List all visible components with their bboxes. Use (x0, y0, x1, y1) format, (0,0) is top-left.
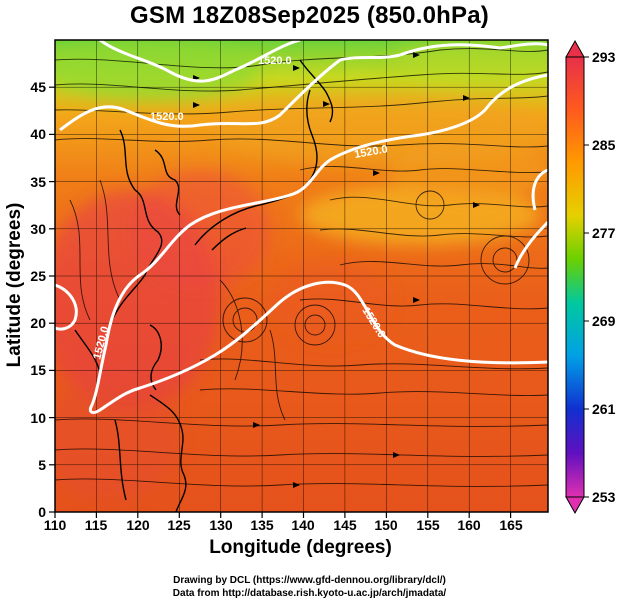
x-tick-label: 125 (167, 517, 191, 533)
credit-line-data: Data from http://database.rish.kyoto-u.a… (172, 588, 447, 599)
grid-lines (55, 40, 548, 512)
contour-label: 1520.0 (150, 111, 184, 123)
colorbar-tick-label: 285 (592, 137, 616, 153)
x-tick-label: 150 (374, 517, 398, 533)
x-tick-label: 120 (126, 517, 150, 533)
x-tick-label: 165 (499, 517, 523, 533)
y-tick-label: 25 (30, 268, 46, 284)
y-tick-label: 30 (30, 221, 46, 237)
colorbar-tick-label: 269 (592, 313, 616, 329)
colorbar-tick-label: 253 (592, 489, 616, 505)
y-tick-label: 0 (38, 504, 46, 520)
credit-line-dcl: Drawing by DCL (https://www.gfd-dennou.o… (173, 575, 446, 586)
x-tick-label: 135 (250, 517, 274, 533)
y-tick-label: 35 (30, 174, 46, 190)
contour-label: 1520.0 (353, 143, 388, 161)
contour-1520 (55, 40, 548, 414)
contour-label: 1520.0 (258, 55, 292, 67)
colorbar-min-arrow (565, 496, 585, 515)
colorbar-tick-label: 261 (592, 401, 616, 417)
colorbar-scale (565, 56, 585, 498)
x-tick-label: 160 (457, 517, 481, 533)
x-tick-label: 115 (84, 517, 108, 533)
x-tick-label: 155 (416, 517, 440, 533)
chart-title: GSM 18Z08Sep2025 (850.0hPa) (130, 2, 489, 29)
colorbar (565, 39, 589, 515)
x-tick-label: 130 (209, 517, 233, 533)
y-tick-label: 15 (30, 362, 46, 378)
temperature-field: 1520.0 1520.0 1520.0 1520.0 1520.0 (55, 40, 548, 512)
x-axis-label: Longitude (degrees) (209, 537, 392, 558)
colorbar-tick-label: 293 (592, 49, 616, 65)
axis-tick-marks (49, 86, 512, 518)
x-tick-label: 140 (291, 517, 315, 533)
x-tick-label: 145 (333, 517, 357, 533)
colorbar-max-arrow (565, 39, 585, 58)
y-tick-label: 40 (30, 126, 46, 142)
y-tick-label: 45 (30, 79, 46, 95)
x-tick-label: 110 (43, 517, 67, 533)
y-tick-label: 10 (30, 410, 46, 426)
colorbar-tick-label: 277 (592, 225, 616, 241)
wind-arrows (193, 52, 480, 488)
y-tick-label: 20 (30, 315, 46, 331)
y-tick-label: 5 (38, 457, 46, 473)
